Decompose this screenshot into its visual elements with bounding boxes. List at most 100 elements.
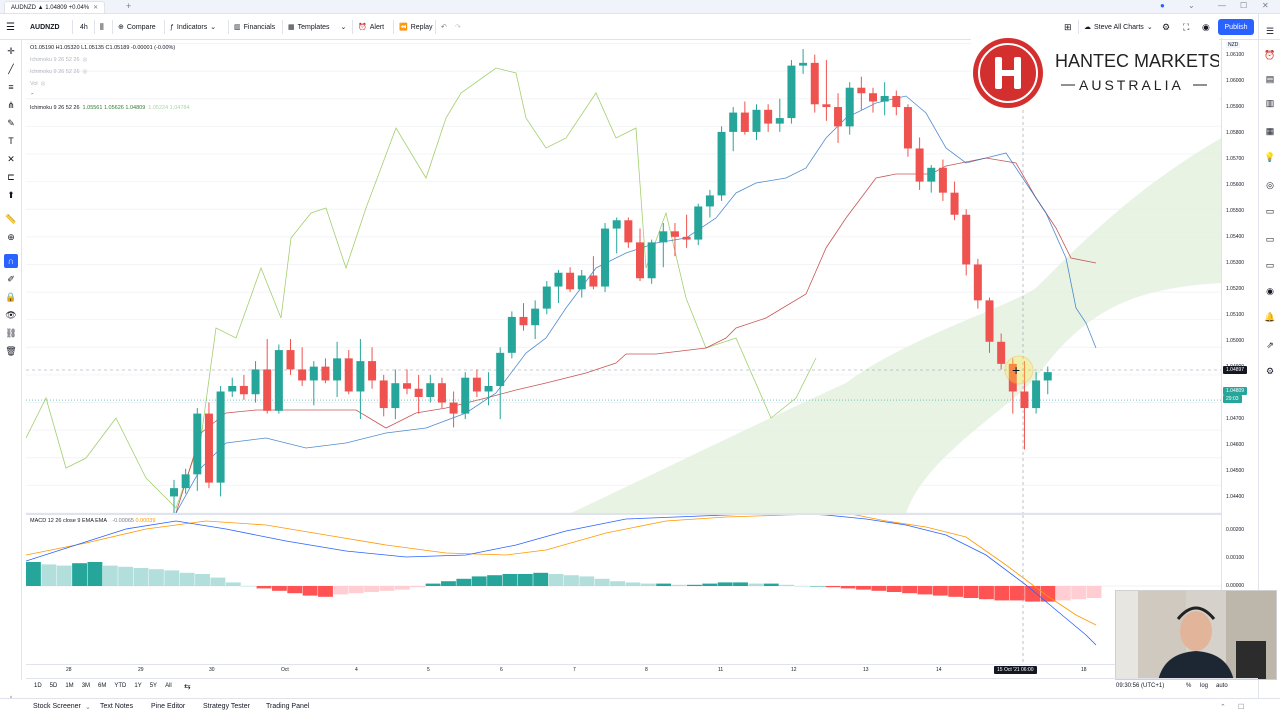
chevron-up-icon[interactable]: ⌃ bbox=[1220, 704, 1226, 711]
chevron-down-icon: ⌄ bbox=[1146, 24, 1153, 31]
calendar-icon[interactable]: ▦ bbox=[1265, 125, 1275, 136]
range-button[interactable]: 1D bbox=[34, 683, 42, 689]
ideas-icon[interactable]: 💡 bbox=[1264, 151, 1276, 162]
time-axis[interactable]: 28 29 30 Oct 4 5 6 7 8 11 12 13 14 18 15 Oct '21 06:00 bbox=[26, 664, 1221, 676]
maximize-icon[interactable]: ☐ bbox=[1240, 1, 1248, 10]
close-window-icon[interactable]: ✕ bbox=[1262, 1, 1269, 10]
tab-trading-panel[interactable]: Trading Panel bbox=[266, 703, 310, 710]
tab-text-notes[interactable]: Text Notes bbox=[100, 703, 134, 710]
layout-grid-icon[interactable]: ⊞ bbox=[1064, 21, 1072, 32]
eye-off-icon[interactable]: ◎ bbox=[82, 69, 88, 75]
chevron-down-icon[interactable]: ⌄ bbox=[85, 704, 91, 711]
browser-titlebar: AUDNZD ▲ 1.04809 +0.04% ✕ + ● ⌄ — ☐ ✕ bbox=[0, 0, 1280, 14]
trash-icon[interactable]: 🗑 bbox=[5, 345, 17, 356]
indicators-button[interactable]: ƒ Indicators ⌄ bbox=[170, 14, 216, 40]
arrow-up-icon[interactable]: ⬆ bbox=[7, 189, 15, 200]
brush-icon[interactable]: ✎ bbox=[7, 117, 15, 128]
financials-button[interactable]: ▥ Financials bbox=[234, 14, 275, 40]
crosshair-icon[interactable]: ✛ bbox=[7, 45, 15, 56]
undo-icon[interactable]: ↶ bbox=[441, 24, 447, 31]
data-window-icon[interactable]: ▤ bbox=[1265, 73, 1275, 84]
layout-name-button[interactable]: ☁ Steve All Charts ⌄ bbox=[1084, 14, 1153, 40]
lock-icon[interactable]: 🔒 bbox=[5, 291, 17, 302]
chevron-up-icon[interactable]: ⌃ bbox=[30, 93, 35, 99]
gear-icon[interactable]: ⚙ bbox=[1162, 21, 1171, 32]
streams-icon[interactable]: ◎ bbox=[1266, 179, 1274, 190]
clock-time[interactable]: 09:30:56 (UTC+1) bbox=[1116, 683, 1165, 689]
compare-button[interactable]: ⊕ Compare bbox=[118, 14, 156, 40]
candle-body bbox=[426, 383, 435, 398]
new-tab-icon[interactable]: + bbox=[126, 1, 132, 11]
price-scale[interactable]: NZD 1.06100 1.06000 1.05900 1.05800 1.05700 1… bbox=[1221, 38, 1258, 665]
trend-line-icon[interactable]: ╱ bbox=[8, 63, 14, 74]
indicator-row-3[interactable]: Vol ◎ bbox=[30, 78, 190, 90]
range-button[interactable]: 5D bbox=[49, 683, 58, 689]
fullscreen-icon[interactable]: ⛶ bbox=[1183, 21, 1190, 32]
ruler-icon[interactable]: 📏 bbox=[5, 213, 17, 224]
macd-pane[interactable] bbox=[26, 515, 1221, 665]
alerts-icon[interactable]: ⏰ bbox=[1264, 49, 1276, 60]
bell-icon[interactable]: 🔔 bbox=[1264, 311, 1276, 322]
maximize-panel-icon[interactable]: ☐ bbox=[1238, 704, 1245, 711]
tab-stock-screener[interactable]: Stock Screener bbox=[33, 703, 81, 710]
templates-button[interactable]: ▦ Templates ⌄ bbox=[288, 14, 346, 40]
eye-off-icon[interactable]: ◎ bbox=[40, 81, 46, 87]
menu-icon[interactable]: ☰ bbox=[6, 21, 15, 33]
prediction-icon[interactable]: ⊏ bbox=[7, 171, 15, 182]
range-button[interactable]: 3M bbox=[81, 683, 91, 689]
tab-strategy-tester[interactable]: Strategy Tester bbox=[203, 703, 250, 710]
pencil-lock-icon[interactable]: ✐ bbox=[7, 273, 15, 284]
alert-button[interactable]: ⏰ Alert bbox=[358, 14, 384, 40]
notifications-icon[interactable]: ▭ bbox=[1265, 259, 1275, 270]
legend-collapse[interactable]: ⌃ bbox=[30, 90, 190, 102]
candle-body bbox=[834, 107, 843, 127]
indicator-row-4[interactable]: Ichimoku 9 26 52 26 1.05561 1.05626 1.048… bbox=[30, 102, 190, 114]
log-toggle[interactable]: log bbox=[1200, 683, 1209, 689]
settings-icon[interactable]: ⚙ bbox=[1265, 365, 1275, 376]
redo-icon[interactable]: ↷ bbox=[455, 24, 461, 31]
tab-pine-editor[interactable]: Pine Editor bbox=[151, 703, 186, 710]
chart-tab[interactable]: AUDNZD ▲ 1.04809 +0.04% ✕ bbox=[4, 1, 106, 13]
chart-style-icon[interactable]: ⫴ bbox=[100, 21, 104, 32]
eye-icon[interactable]: 👁 bbox=[5, 309, 17, 320]
magnet-icon[interactable]: ∩ bbox=[4, 254, 18, 268]
range-button[interactable]: All bbox=[165, 683, 172, 689]
replay-button[interactable]: ⏪ Replay bbox=[399, 14, 433, 40]
interval-button[interactable]: 4h bbox=[80, 23, 88, 31]
zoom-in-icon[interactable]: ⊕ bbox=[7, 231, 15, 242]
profile-icon[interactable]: ● bbox=[1160, 1, 1165, 10]
scale-arrows-icon[interactable]: ⇗ bbox=[1266, 339, 1274, 350]
chat-icon[interactable]: ▭ bbox=[1265, 233, 1275, 244]
hotlists-icon[interactable]: ▥ bbox=[1265, 97, 1275, 108]
pane-separator[interactable] bbox=[26, 513, 1221, 515]
broadcast-icon[interactable]: ◉ bbox=[1266, 285, 1274, 296]
eye-off-icon[interactable]: ◎ bbox=[82, 57, 88, 63]
text-icon[interactable]: T bbox=[8, 136, 14, 146]
price-chart[interactable]: + bbox=[26, 38, 1221, 513]
percent-toggle[interactable]: % bbox=[1186, 683, 1192, 689]
range-button[interactable]: 1Y bbox=[134, 683, 142, 689]
goto-date-icon[interactable]: ⇆ bbox=[184, 682, 191, 691]
range-button[interactable]: 6M bbox=[98, 683, 107, 689]
symbol-search[interactable]: AUDNZD bbox=[30, 23, 60, 31]
range-button[interactable]: 1M bbox=[65, 683, 74, 689]
publish-button[interactable]: Publish bbox=[1218, 19, 1254, 35]
range-button[interactable]: 5Y bbox=[149, 683, 158, 689]
horizontal-lines-icon[interactable]: ≡ bbox=[8, 82, 14, 92]
camera-icon[interactable]: ◉ bbox=[1202, 21, 1210, 32]
link-icon[interactable]: ⛓ bbox=[5, 327, 17, 338]
indicator-row-1[interactable]: Ichimoku 9 26 52 26 ◎ bbox=[30, 54, 190, 66]
auto-toggle[interactable]: auto bbox=[1216, 683, 1228, 689]
range-button[interactable]: YTD bbox=[114, 683, 127, 689]
chevron-down-icon[interactable]: ⌄ bbox=[1188, 1, 1195, 10]
minimize-icon[interactable]: — bbox=[1218, 1, 1226, 10]
pitchfork-icon[interactable]: ⋔ bbox=[7, 99, 15, 110]
current-price-countdown: 29:03 bbox=[1223, 395, 1242, 403]
currency-label[interactable]: NZD bbox=[1226, 42, 1241, 48]
close-tab-icon[interactable]: ✕ bbox=[93, 5, 99, 11]
pattern-icon[interactable]: ✕ bbox=[7, 153, 15, 164]
watchlist-icon[interactable]: ☰ bbox=[1265, 25, 1275, 36]
chats-icon[interactable]: ▭ bbox=[1265, 205, 1275, 216]
candle-body bbox=[880, 95, 889, 102]
indicator-row-2[interactable]: Ichimoku 9 26 52 26 ◎ bbox=[30, 66, 190, 78]
